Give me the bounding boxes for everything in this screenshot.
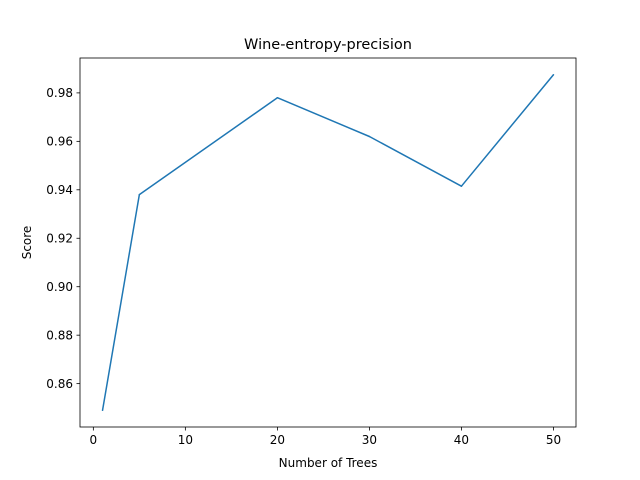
y-tick-label: 0.90 xyxy=(46,280,73,294)
y-tick-label: 0.98 xyxy=(46,86,73,100)
y-tick-label: 0.86 xyxy=(46,377,73,391)
y-tick-label: 0.94 xyxy=(46,183,73,197)
x-tick-label: 20 xyxy=(270,433,285,447)
data-point xyxy=(276,96,279,99)
x-tick-label: 40 xyxy=(454,433,469,447)
x-tick-label: 30 xyxy=(362,433,377,447)
plot-frame xyxy=(79,57,577,428)
x-axis: 0 10 20 30 40 50 xyxy=(90,427,561,447)
series-line xyxy=(101,74,555,411)
data-point xyxy=(101,409,104,412)
y-axis: 0.86 0.88 0.90 0.92 0.94 0.96 0.98 xyxy=(46,86,80,391)
chart-title: Wine-entropy-precision xyxy=(244,37,412,53)
y-axis-label: Score xyxy=(20,226,34,260)
data-point xyxy=(368,135,371,138)
x-tick-label: 50 xyxy=(546,433,561,447)
data-point xyxy=(138,193,141,196)
data-point xyxy=(552,73,555,76)
y-tick-label: 0.88 xyxy=(46,328,73,342)
x-tick-label: 0 xyxy=(90,433,98,447)
y-tick-label: 0.92 xyxy=(46,232,73,246)
series-group xyxy=(101,73,555,412)
x-tick-label: 10 xyxy=(178,433,193,447)
y-tick-label: 0.96 xyxy=(46,135,73,149)
data-point xyxy=(460,185,463,187)
x-axis-label: Number of Trees xyxy=(279,456,378,470)
plot-area: 0 10 20 30 40 50 0.86 0.88 0.90 0.92 0.94 0.96 0.98 xyxy=(46,57,577,447)
